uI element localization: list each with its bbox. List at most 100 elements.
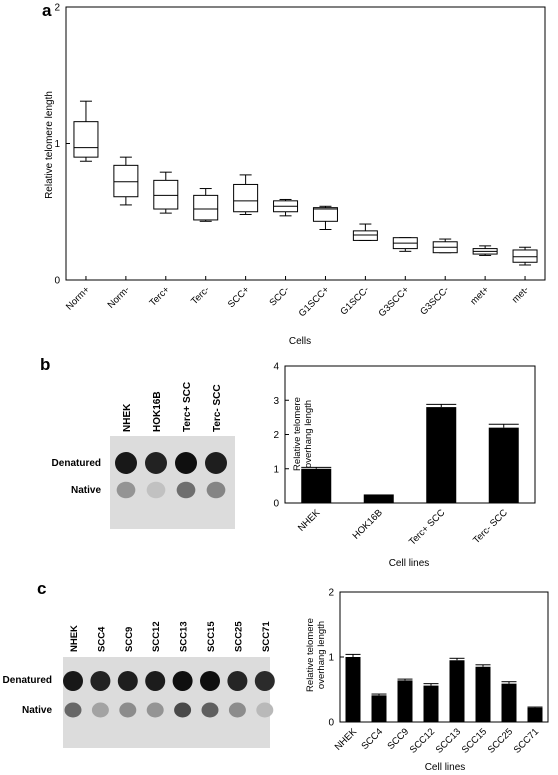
panel-b-dot-denatured <box>175 452 197 474</box>
panel-b-ylabel: Relative telomereoverhang length <box>292 397 314 471</box>
panel-c-lane-label: SCC71 <box>261 621 272 652</box>
panel-c-ylabel-line: overhang length <box>316 621 327 689</box>
panel-c-xtick-label: SCC4 <box>359 726 385 752</box>
panel-b-row-label-native: Native <box>71 485 101 496</box>
panel-a-xtick-label: Terc- <box>189 284 212 307</box>
panel-a-ytick-label: 2 <box>54 3 60 14</box>
panel-c-lane-label: SCC15 <box>206 621 217 652</box>
panel-c-ytick-label: 1 <box>328 653 334 664</box>
panel-b-ytick-label: 4 <box>273 362 279 373</box>
panel-a-letter: a <box>42 1 52 20</box>
panel-c-xlabel: Cell lines <box>425 762 466 773</box>
panel-c-dot-native <box>119 702 137 718</box>
panel-b-blot: NHEK HOK16B Terc+ SCC Terc- SCC Denatured Nat… <box>52 382 235 529</box>
panel-c-dot-denatured <box>254 671 275 691</box>
panel-c-bar <box>501 683 517 722</box>
panel-c-letter: c <box>37 579 46 598</box>
panel-c-lane-label: NHEK <box>69 625 80 652</box>
panel-b-bar <box>488 427 519 503</box>
box-iqr <box>312 207 338 222</box>
panel-b-lane-label: Terc+ SCC <box>182 382 193 432</box>
panel-a-boxplot: Cells Relative telomere length 0 1 2 Norm+ N… <box>44 3 546 347</box>
panel-c-dot-denatured <box>63 671 83 691</box>
panel-a-xtick-label: G3SCC- <box>418 284 451 317</box>
panel-c-xtick-label: NHEK <box>333 726 360 753</box>
box-iqr <box>113 164 139 198</box>
panel-b-bar <box>363 494 394 503</box>
panel-a-plot-frame <box>65 6 546 281</box>
panel-c-bar <box>345 657 361 722</box>
panel-c-dot-denatured <box>90 671 111 691</box>
panel-c-bar <box>423 685 439 722</box>
panel-c-dot-denatured <box>117 671 138 691</box>
panel-a-xtick-label: met+ <box>468 284 491 307</box>
panel-a-ylabel: Relative telomere length <box>44 91 55 199</box>
panel-c-row-label-native: Native <box>22 705 52 716</box>
panel-c-lane-label: SCC4 <box>96 626 107 652</box>
panel-c-row-label-denatured: Denatured <box>3 675 52 686</box>
panel-c-xtick-label: SCC15 <box>460 726 489 755</box>
panel-b-lane-label: Terc- SCC <box>212 384 223 432</box>
panel-a-xtick-label: G1SCC- <box>338 284 371 317</box>
panel-b-lane-label: NHEK <box>122 403 133 432</box>
panel-c-bar <box>449 660 465 722</box>
panel-b-row-label-denatured: Denatured <box>52 458 101 469</box>
panel-b-xlabel: Cell lines <box>389 558 430 569</box>
panel-c-bar <box>527 707 543 722</box>
panel-a-xtick-label: SCC- <box>267 284 291 308</box>
panel-a-xtick-label: G3SCC+ <box>377 284 412 319</box>
panel-c-lane-label: SCC13 <box>179 621 190 652</box>
panel-b-lane-label: HOK16B <box>152 391 163 432</box>
panel-c-dot-native <box>256 702 274 718</box>
box-iqr <box>233 183 259 213</box>
panel-c-ytick-label: 0 <box>328 718 334 729</box>
panel-c-blot: NHEK SCC4 SCC9 SCC12 SCC13 SCC15 SCC25 SCC71 Den… <box>3 621 275 748</box>
panel-b-dot-denatured <box>115 452 137 474</box>
panel-c-bar <box>371 695 387 722</box>
panel-b-ytick-label: 1 <box>273 464 279 475</box>
panel-b-dot-denatured <box>205 452 227 474</box>
panel-c-ytick-label: 2 <box>328 588 334 599</box>
panel-b-xtick-label: Terc- SCC <box>471 507 510 546</box>
panel-b-ytick-label: 2 <box>273 430 279 441</box>
panel-b-xtick-label: Terc+ SCC <box>407 507 448 548</box>
panel-b-bar <box>301 468 332 503</box>
panel-c-dot-denatured <box>227 671 248 691</box>
panel-b-ytick-label: 0 <box>273 499 279 510</box>
panel-a-xtick-label: G1SCC+ <box>297 284 332 319</box>
panel-b-ytick-label: 3 <box>273 396 279 407</box>
panel-c-xtick-label: SCC13 <box>434 726 463 755</box>
panel-a-xtick-label: Terc+ <box>148 284 173 309</box>
panel-b-bar <box>426 407 457 503</box>
panel-c-dot-denatured <box>145 671 166 691</box>
panel-c-lane-label: SCC12 <box>151 621 162 652</box>
panel-b-dot-native <box>116 481 136 499</box>
panel-c-xtick-label: SCC12 <box>408 726 437 755</box>
panel-c-dot-native <box>91 702 109 718</box>
panel-b-letter: b <box>40 355 50 374</box>
panel-b-dot-native <box>206 481 226 499</box>
panel-c-ylabel: Relative telomereoverhang length <box>305 618 327 692</box>
panel-b-xtick-label: HOK16B <box>351 507 385 541</box>
panel-c-dot-native <box>201 702 219 718</box>
panel-c-dot-denatured <box>172 671 193 691</box>
box-iqr <box>73 121 99 158</box>
panel-a-xtick-label: SCC+ <box>226 284 252 310</box>
panel-a-xtick-label: Norm+ <box>64 284 92 312</box>
panel-a-xtick-label: met- <box>510 284 531 305</box>
panel-c-membrane <box>63 657 270 748</box>
panel-a-ytick-label: 1 <box>54 139 60 150</box>
panel-c-lane-label: SCC25 <box>233 621 244 652</box>
panel-c-xtick-label: SCC71 <box>512 726 541 755</box>
panel-c-dot-native <box>228 702 246 718</box>
panel-b-ylabel-line: Relative telomere <box>292 397 303 471</box>
panel-c-bar <box>475 666 491 722</box>
panel-b-xtick-label: NHEK <box>296 507 323 534</box>
panel-a-xlabel: Cells <box>289 336 311 347</box>
panel-b-dot-denatured <box>145 452 167 474</box>
panel-c-dot-native <box>146 702 164 718</box>
panel-c-dot-native <box>64 702 82 718</box>
panel-b-dot-native <box>146 481 166 499</box>
